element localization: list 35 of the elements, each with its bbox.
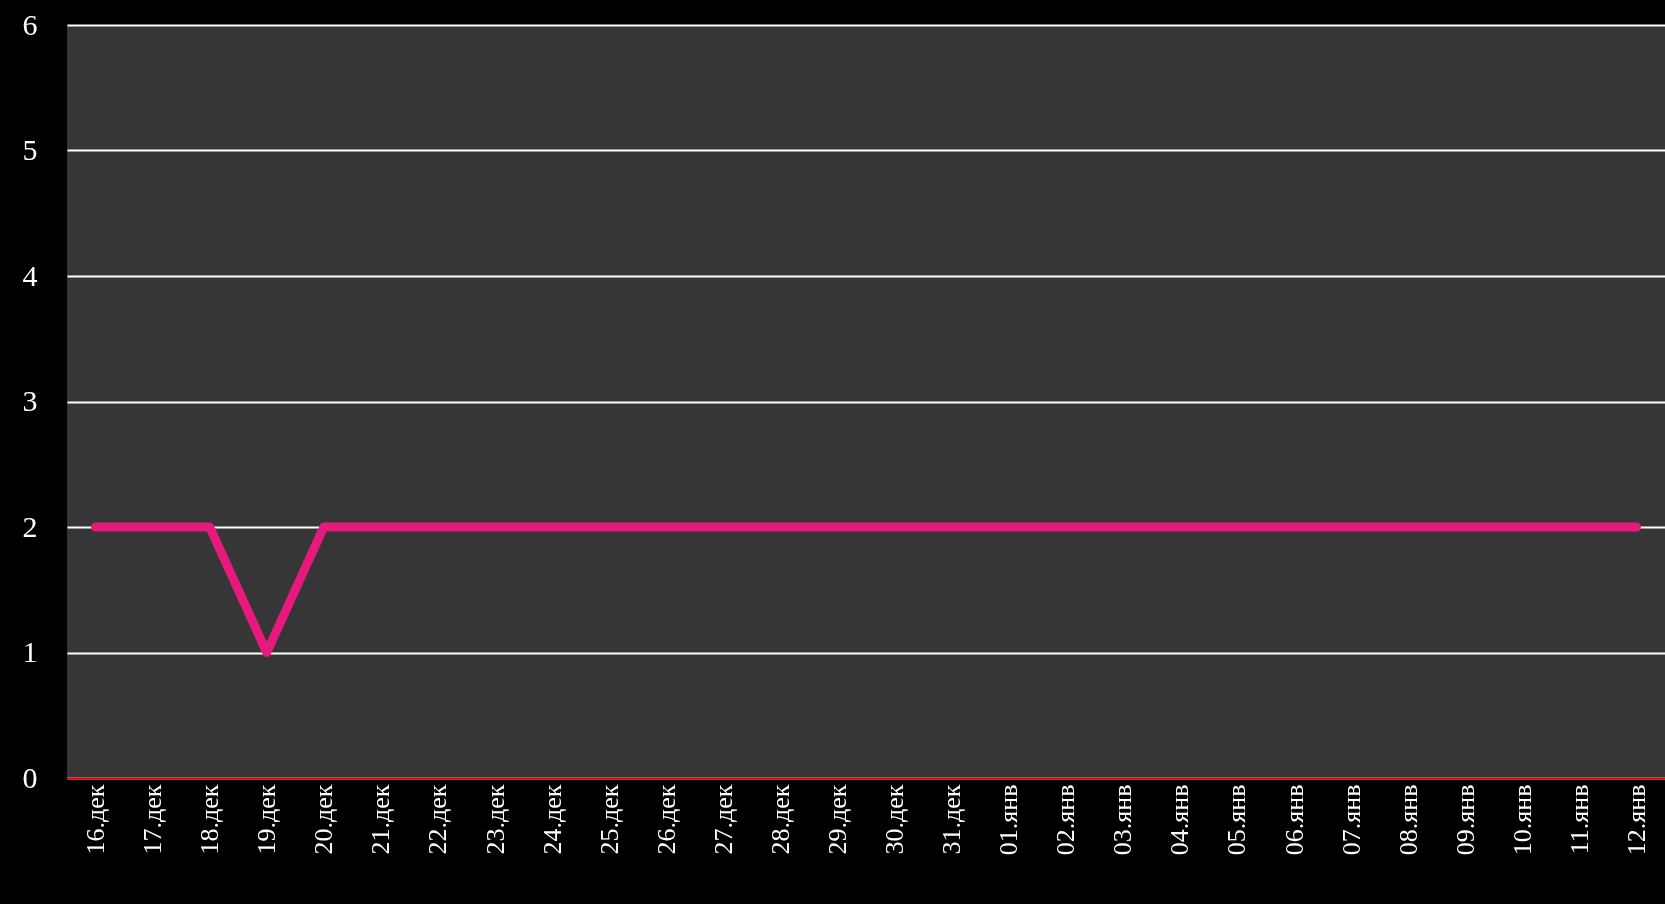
x-tick-label: 18.дек — [195, 784, 225, 855]
x-tick-label: 28.дек — [765, 784, 795, 855]
x-tick-label: 09.янв — [1450, 784, 1480, 856]
x-tick-label: 10.янв — [1507, 784, 1537, 856]
x-tick-label: 17.дек — [138, 784, 168, 855]
x-tick-label: 26.дек — [651, 784, 681, 855]
x-tick-label: 02.янв — [1051, 784, 1081, 856]
x-tick-label: 23.дек — [480, 784, 510, 855]
x-tick-label: 03.янв — [1108, 784, 1138, 856]
y-tick-label: 6 — [22, 7, 38, 41]
x-tick-label: 06.янв — [1279, 784, 1309, 856]
x-tick-label: 11.янв — [1564, 784, 1594, 855]
x-tick-label: 30.дек — [880, 784, 910, 855]
x-tick-label: 12.янв — [1621, 784, 1651, 856]
y-tick-label: 1 — [22, 635, 38, 668]
x-tick-label: 29.дек — [822, 784, 852, 855]
x-tick-label: 01.янв — [994, 784, 1024, 856]
x-tick-label: 24.дек — [537, 784, 567, 855]
x-tick-label: 04.янв — [1165, 784, 1195, 856]
x-tick-label: 21.дек — [366, 784, 396, 855]
x-tick-label: 05.янв — [1222, 784, 1252, 856]
x-tick-label: 07.янв — [1336, 784, 1366, 856]
y-tick-label: 0 — [22, 760, 38, 794]
y-tick-label: 4 — [22, 258, 38, 292]
x-tick-label: 20.дек — [309, 784, 339, 855]
x-tick-label: 19.дек — [252, 784, 282, 855]
x-tick-label: 22.дек — [423, 784, 453, 855]
y-tick-label: 5 — [22, 133, 38, 166]
x-tick-label: 16.дек — [81, 784, 111, 855]
y-tick-label: 2 — [22, 509, 38, 543]
x-tick-label: 31.дек — [937, 784, 967, 855]
x-tick-label: 08.янв — [1393, 784, 1423, 856]
x-tick-label: 27.дек — [708, 784, 738, 855]
x-tick-label: 25.дек — [594, 784, 624, 855]
y-tick-label: 3 — [22, 384, 38, 417]
